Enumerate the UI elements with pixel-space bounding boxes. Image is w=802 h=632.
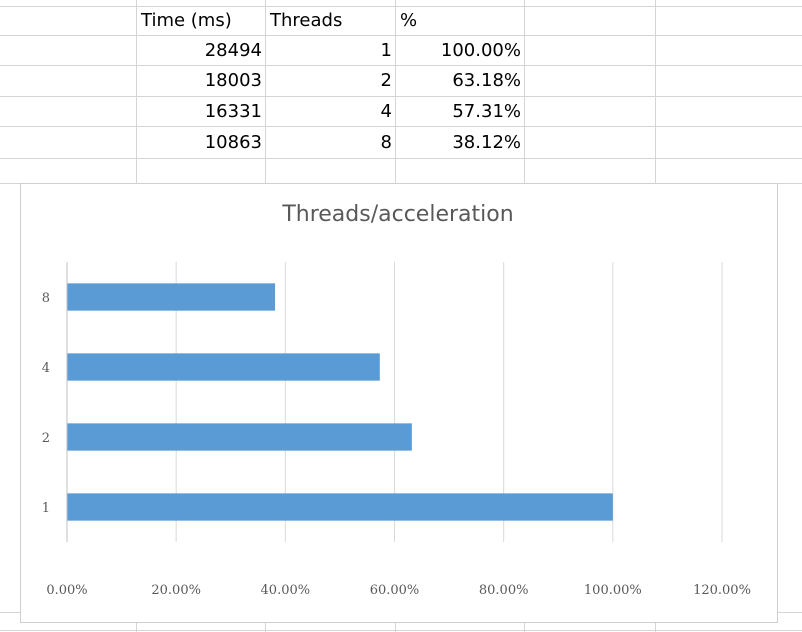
header-threads[interactable]: Threads [270, 10, 343, 31]
x-tick-label: 60.00% [370, 583, 420, 598]
cell-time-row3[interactable]: 16331 [204, 101, 262, 122]
bar-threads-8[interactable] [67, 283, 276, 311]
cell-percent-row1[interactable]: 100.00% [440, 40, 521, 61]
cell-time-row4[interactable]: 10863 [204, 132, 262, 153]
cell-time-row1[interactable]: 28494 [204, 40, 262, 61]
bar-threads-1[interactable] [67, 493, 613, 521]
y-tick-label: 2 [42, 431, 50, 446]
cell-threads-row2[interactable]: 2 [380, 70, 392, 91]
cell-percent-row2[interactable]: 63.18% [452, 70, 521, 91]
y-tick-label: 4 [42, 361, 50, 376]
x-tick-label: 100.00% [584, 583, 642, 598]
cell-threads-row3[interactable]: 4 [380, 101, 392, 122]
chart-title[interactable]: Threads/acceleration [282, 202, 514, 227]
x-tick-label: 20.00% [151, 583, 201, 598]
header-time[interactable]: Time (ms) [141, 10, 232, 31]
header-percent[interactable]: % [400, 10, 418, 31]
bar-threads-2[interactable] [67, 423, 412, 451]
y-tick-label: 1 [42, 501, 50, 516]
cell-percent-row4[interactable]: 38.12% [452, 132, 521, 153]
x-tick-label: 40.00% [261, 583, 311, 598]
x-tick-label: 0.00% [46, 583, 87, 598]
y-tick-label: 8 [42, 291, 50, 306]
x-tick-label: 120.00% [693, 583, 751, 598]
cell-time-row2[interactable]: 18003 [204, 70, 262, 91]
bar-threads-4[interactable] [67, 353, 380, 381]
chart-area[interactable] [20, 183, 778, 623]
cell-percent-row3[interactable]: 57.31% [452, 101, 521, 122]
cell-threads-row4[interactable]: 8 [380, 132, 392, 153]
x-tick-label: 80.00% [479, 583, 529, 598]
cell-threads-row1[interactable]: 1 [380, 40, 392, 61]
